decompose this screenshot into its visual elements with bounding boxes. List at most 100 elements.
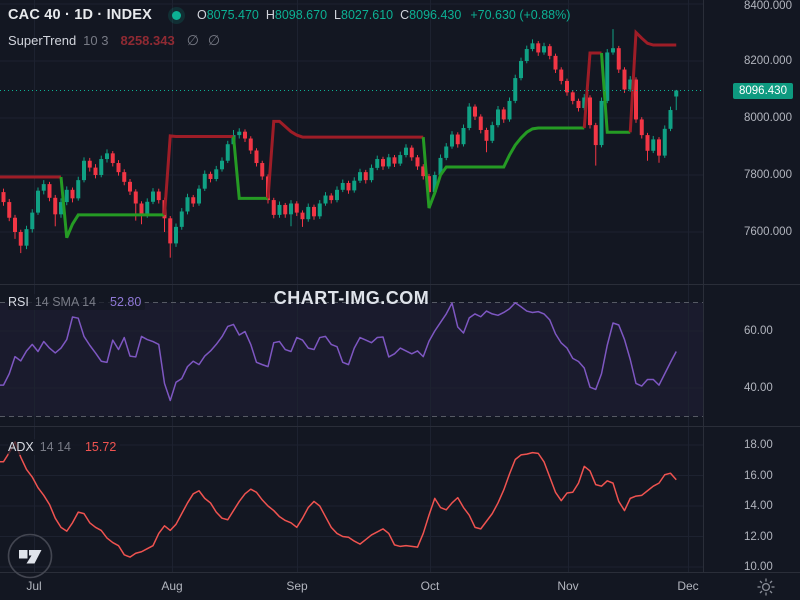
candle-body [197, 188, 201, 204]
candle-body [168, 218, 173, 244]
supertrend-line [232, 136, 268, 200]
candle-body [243, 131, 247, 139]
candle-body [277, 204, 282, 215]
candle-body [237, 131, 242, 136]
candle-body [409, 147, 414, 158]
candle-body [415, 157, 420, 167]
candle-body [547, 46, 552, 56]
candle-body [605, 52, 610, 101]
adx-tick-label: 12.00 [744, 530, 773, 543]
candle-body [467, 106, 472, 128]
supertrend-legend[interactable]: SuperTrend 10 3 8258.343 ∅ ∅ [8, 32, 570, 49]
candle-body [530, 43, 535, 50]
candle-body [220, 160, 224, 170]
price-tick-label: 8000.000 [744, 112, 792, 124]
adx-legend[interactable]: ADX 14 14 15.72 [8, 439, 121, 455]
candle-body [542, 46, 546, 53]
candle-body [76, 180, 81, 199]
rsi-name: RSI [8, 295, 29, 309]
candle-body [478, 116, 483, 130]
candle-body [254, 150, 259, 164]
candle-body [93, 167, 98, 175]
symbol-title: CAC 40 · 1D · INDEX [8, 7, 152, 23]
adx-params: 14 14 [39, 440, 71, 454]
time-tick-label: Sep [286, 579, 308, 593]
candle-body [450, 134, 454, 147]
candle-body [622, 69, 627, 90]
time-tick-label: Nov [557, 579, 579, 593]
time-tick-label: Dec [677, 579, 699, 593]
adx-tick-label: 14.00 [744, 500, 773, 512]
candle-body [599, 100, 604, 146]
candle-body [398, 155, 403, 164]
candle-body [312, 206, 316, 217]
rsi-legend[interactable]: RSI 14 SMA 14 52.80 [8, 294, 146, 310]
candle-body [139, 203, 144, 215]
price-tick-label: 8400.000 [744, 0, 792, 12]
candle-body [300, 212, 305, 220]
ohlc-high: H8098.670 [265, 8, 328, 22]
tradingview-logo[interactable] [6, 532, 54, 585]
chart-img-watermark: CHART-IMG.COM [273, 288, 430, 308]
candle-body [306, 206, 311, 220]
ohlc-low: L8027.610 [334, 8, 394, 22]
candle-body [110, 153, 115, 164]
candle-body [214, 169, 219, 179]
candle-body [36, 190, 40, 213]
price-tick-label: 8200.000 [744, 55, 792, 67]
rsi-params: 14 SMA 14 [34, 295, 96, 309]
candle-body [473, 106, 477, 117]
last-price-badge: 8096.430 [733, 82, 793, 99]
sun-icon[interactable] [755, 576, 777, 600]
candle-body [41, 184, 46, 191]
candle-body [524, 49, 529, 61]
candle-body [559, 69, 564, 81]
candle-body [369, 167, 374, 181]
candle-body [202, 173, 207, 189]
candle-body [105, 153, 109, 160]
candle-body [438, 157, 443, 175]
rsi-tick-label: 40.00 [744, 382, 773, 394]
candle-body [381, 159, 385, 167]
adx-value: 15.72 [84, 440, 117, 454]
candle-body [99, 159, 104, 175]
candle-body [628, 79, 633, 90]
adx-tick-label: 16.00 [744, 469, 773, 482]
candle-body [13, 217, 17, 232]
candle-body [30, 212, 35, 230]
time-tick-label: Oct [420, 579, 440, 593]
candle-body [674, 90, 679, 97]
candle-body [294, 203, 299, 213]
ohlc-open: O8075.470 [197, 8, 259, 22]
candle-body [565, 80, 569, 93]
candle-body [53, 197, 58, 215]
candle-body [375, 159, 380, 168]
candle-body [87, 160, 92, 168]
supertrend-params: 10 3 [83, 33, 109, 48]
time-tick-label: Aug [161, 579, 183, 593]
candle-body [668, 110, 673, 129]
candle-body [588, 97, 592, 126]
candle-body [323, 195, 328, 204]
candle-body [645, 135, 650, 151]
candle-body [634, 79, 638, 120]
candle-body [461, 127, 466, 145]
candle-body [47, 184, 52, 198]
supertrend-line [628, 29, 677, 133]
ohlc-close: C8096.430 [400, 8, 462, 22]
candle-body [122, 172, 127, 182]
market-status-dot [172, 10, 181, 20]
candle-body [570, 92, 575, 101]
main-legend[interactable]: CAC 40 · 1D · INDEX O8075.470 H8098.670 … [8, 7, 570, 49]
candle-body [317, 203, 322, 217]
candle-body [519, 61, 523, 79]
adx-line [0, 441, 677, 558]
candle-body [289, 203, 293, 215]
candle-body [7, 202, 12, 218]
adx-name: ADX [8, 440, 34, 454]
candle-body [639, 119, 644, 136]
candle-body [427, 176, 431, 193]
price-change: +70.630 (+0.88%) [470, 8, 571, 22]
